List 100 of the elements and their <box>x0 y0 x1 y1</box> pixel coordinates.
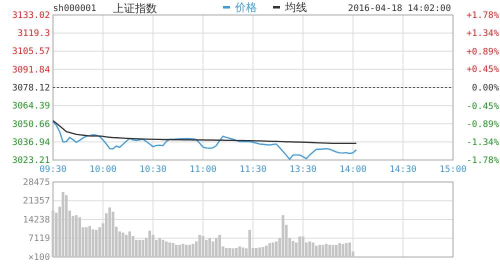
bar <box>138 240 141 257</box>
bar <box>292 240 294 257</box>
bar <box>348 242 351 257</box>
bar <box>85 227 88 257</box>
bar <box>185 244 188 257</box>
chart-subtitle: sh000001 <box>53 4 96 14</box>
x-tick-label: 15:00 <box>439 165 467 175</box>
bar <box>198 234 201 257</box>
x-tick-label: 10:30 <box>139 165 167 175</box>
bar <box>182 244 184 257</box>
bar <box>152 234 154 257</box>
bar <box>52 210 54 257</box>
legend-label: 价格 <box>234 1 257 14</box>
y-tick-label: 21357 <box>22 196 50 207</box>
text: 2016-04-18 14:02:00 <box>348 4 451 14</box>
bar <box>308 241 311 257</box>
bar <box>332 244 334 257</box>
bar <box>142 240 144 257</box>
bar <box>298 236 301 257</box>
bar <box>172 243 174 257</box>
y-tick-label: 3050.66 <box>12 120 50 130</box>
bar <box>165 241 168 257</box>
chart-title: 上证指数 <box>113 2 157 15</box>
line-series <box>52 121 357 160</box>
y-axis-title: ×100 <box>28 253 50 263</box>
bar <box>318 244 321 257</box>
bar <box>208 238 211 257</box>
bar <box>75 215 78 257</box>
bar <box>265 246 268 257</box>
bar <box>98 227 101 257</box>
bar <box>312 242 314 257</box>
bar <box>282 215 284 257</box>
bar <box>268 243 271 257</box>
bar <box>158 238 161 257</box>
x-tick-label: 09:30 <box>39 165 67 175</box>
line-series <box>52 120 357 144</box>
bar <box>202 236 204 257</box>
bar <box>315 246 318 257</box>
y-tick-label: 3078.12 <box>12 83 50 94</box>
y2-tick-label: +0.45% <box>466 65 500 76</box>
bar <box>62 192 64 257</box>
bar <box>235 248 238 257</box>
y-tick-label: 3036.94 <box>12 138 50 148</box>
bar <box>212 241 214 257</box>
bar <box>178 244 181 257</box>
y2-tick-label: -1.34% <box>466 138 500 148</box>
y2-tick-label: +1.34% <box>466 28 500 39</box>
y2-tick-label: -0.45% <box>466 102 500 112</box>
bar <box>258 248 261 257</box>
bar <box>92 229 94 257</box>
bar <box>192 244 194 257</box>
x-tick-label: 13:30 <box>289 165 317 175</box>
bar <box>302 236 304 257</box>
y-tick-label: 3064.39 <box>12 102 50 112</box>
bar <box>345 243 348 257</box>
bar <box>275 241 278 257</box>
bar <box>135 240 138 257</box>
legend-label: 均线 <box>284 1 307 14</box>
x-tick-label: 11:00 <box>189 165 217 175</box>
bar <box>188 244 191 257</box>
bar <box>95 230 98 257</box>
bar <box>262 246 264 257</box>
x-tick-label: 11:30 <box>239 165 267 175</box>
bar <box>162 240 164 257</box>
bar <box>335 244 338 257</box>
bar <box>242 248 244 257</box>
bar <box>238 246 241 257</box>
y-tick-label: 3023.21 <box>12 156 50 166</box>
bar <box>88 226 91 257</box>
bar <box>338 243 341 257</box>
bar <box>112 212 114 257</box>
bar <box>175 244 178 257</box>
bar <box>128 231 131 257</box>
bar <box>322 244 324 257</box>
y2-tick-label: +0.89% <box>466 47 500 58</box>
bar <box>168 242 171 257</box>
bar <box>122 232 124 257</box>
bar <box>232 248 234 257</box>
y-tick-label: 28475 <box>22 178 50 188</box>
y-tick-label: 3091.84 <box>12 65 50 76</box>
x-tick-label: 10:00 <box>89 165 117 175</box>
y-tick-label: 7119 <box>28 234 50 244</box>
bar <box>65 195 68 257</box>
y-tick-label: 14238 <box>22 216 50 226</box>
bar <box>218 234 221 257</box>
y2-tick-label: -1.78% <box>466 156 500 166</box>
bar <box>215 238 218 257</box>
y-tick-label: 3119.3 <box>17 29 50 40</box>
bar <box>108 207 111 257</box>
bar <box>125 234 128 257</box>
bar <box>255 248 258 257</box>
bar <box>248 230 251 257</box>
bar <box>342 244 344 257</box>
x-tick-label: 14:30 <box>389 165 417 175</box>
y2-tick-label: 0.00% <box>472 84 500 94</box>
y-tick-label: 3105.57 <box>12 47 50 58</box>
bar <box>228 248 231 257</box>
bar <box>272 242 274 257</box>
y-tick-label: 3133.02 <box>12 11 50 21</box>
bar <box>78 217 81 257</box>
